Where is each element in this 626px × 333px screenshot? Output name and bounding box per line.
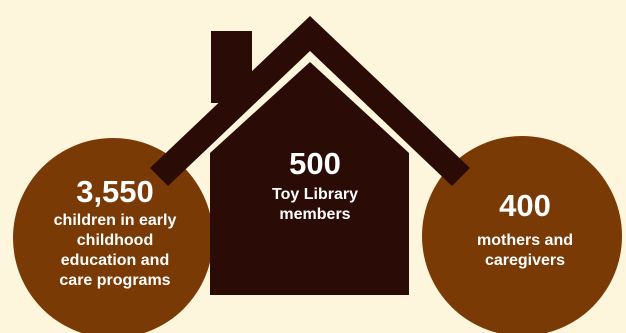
stat-toy-library-number: 500 [289,146,341,181]
stat-children-label-line: care programs [59,272,171,289]
stat-mothers: 400 mothers and caregivers [440,190,610,271]
stat-mothers-label-line: mothers and [476,232,573,249]
stat-children: 3,550 children in early childhood educat… [30,176,200,291]
stat-children-label-line: childhood [76,232,154,249]
house-body [210,62,409,295]
circle-right [422,136,622,333]
stat-children-label-line: education and [60,252,170,269]
stat-children-label-line: children in early [53,212,177,229]
stat-mothers-number: 400 [499,188,551,223]
stat-toy-library-label-line: members [279,206,351,223]
stat-toy-library: 500 Toy Library members [240,148,390,225]
stat-children-number: 3,550 [76,174,154,209]
house-roof [150,16,470,186]
circle-left [13,138,213,333]
stat-mothers-label-line: caregivers [484,252,566,269]
stat-toy-library-label-line: Toy Library [272,186,358,203]
